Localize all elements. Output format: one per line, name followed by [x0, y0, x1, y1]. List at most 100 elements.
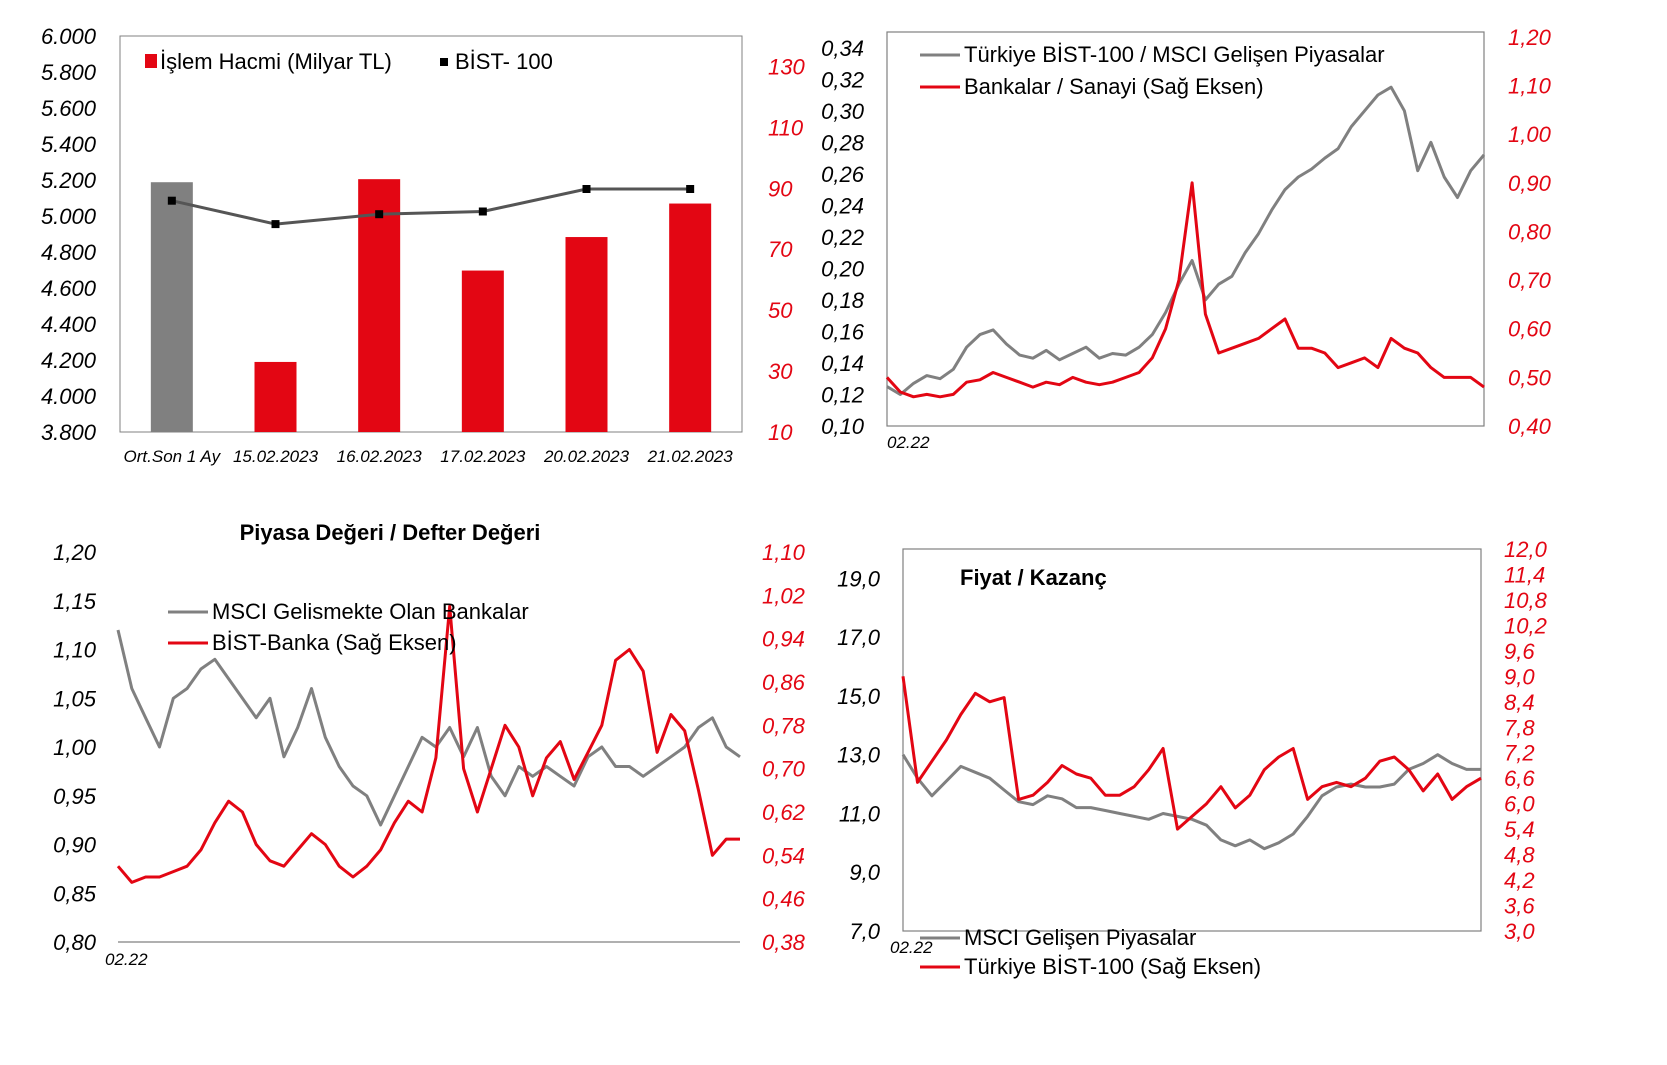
legend-label-0: MSCI Gelismekte Olan Bankalar — [212, 599, 529, 624]
legend-label-0: MSCI Gelişen Piyasalar — [964, 925, 1196, 950]
y-left-tick: 1,20 — [53, 540, 97, 565]
y-left-tick: 5.600 — [41, 96, 97, 121]
y-right-tick: 0,50 — [1508, 365, 1552, 390]
y-left-tick: 4.600 — [41, 276, 97, 301]
y-right-tick: 12,0 — [1504, 537, 1548, 562]
plot-frame — [886, 31, 1485, 427]
x-tick: 17.02.2023 — [440, 447, 526, 466]
y-right-tick: 0,54 — [762, 843, 805, 868]
x-tick: 16.02.2023 — [337, 447, 423, 466]
series-line-0 — [886, 85, 1486, 396]
y-right-tick: 110 — [768, 115, 804, 140]
y-right-tick: 0,70 — [762, 757, 806, 782]
y-right-tick: 70 — [768, 237, 793, 262]
y-right-tick: 9,0 — [1504, 664, 1535, 689]
y-right-tick: 11,4 — [1504, 562, 1545, 587]
y-right-tick: 10 — [768, 420, 793, 445]
legend-label-0: Türkiye BİST-100 / MSCI Gelişen Piyasala… — [964, 42, 1385, 67]
y-left-tick: 5.800 — [41, 60, 97, 85]
chart-title: Fiyat / Kazanç — [960, 565, 1107, 590]
y-left-tick: 13,0 — [837, 743, 881, 768]
y-right-tick: 1,10 — [1508, 74, 1552, 99]
bist-marker — [478, 207, 487, 216]
y-left-tick: 7,0 — [849, 919, 880, 944]
ratio-chart: 0,10 0,12 0,14 0,16 0,18 0,20 0,22 0,24 0,26 0,28… — [821, 25, 1551, 452]
y-left-tick: 3.800 — [41, 420, 97, 445]
y-right-tick: 3,6 — [1504, 894, 1535, 919]
y-right-tick: 0,90 — [1508, 171, 1552, 196]
y-right-tick: 0,78 — [762, 713, 806, 738]
volume-bar — [565, 237, 608, 432]
legend-label-volume: İşlem Hacmi (Milyar TL) — [160, 49, 392, 74]
x-tick-first: 02.22 — [887, 433, 930, 452]
x-tick-first: 02.22 — [105, 950, 148, 969]
y-left-tick: 1,00 — [53, 735, 97, 760]
y-right-tick: 0,60 — [1508, 317, 1552, 342]
y-right-tick: 0,86 — [762, 670, 806, 695]
x-tick-first: 02.22 — [890, 938, 933, 957]
y-right-tick: 8,4 — [1504, 690, 1535, 715]
y-left-tick: 0,10 — [821, 414, 865, 439]
bist-marker — [582, 185, 591, 193]
volume-bar — [461, 270, 504, 432]
y-left-tick: 0,90 — [53, 833, 97, 858]
y-left-tick: 0,12 — [821, 382, 864, 407]
series-line-1 — [885, 181, 1485, 399]
y-right-tick: 1,20 — [1508, 25, 1552, 50]
y-left-tick: 0,30 — [821, 99, 865, 124]
legend-label-1: BİST-Banka (Sağ Eksen) — [212, 630, 457, 655]
plot-frame — [119, 35, 743, 433]
y-left-tick: 6.000 — [41, 24, 97, 49]
y-right-tick: 4,8 — [1504, 843, 1535, 868]
y-left-tick: 1,05 — [53, 686, 97, 711]
volume-chart: 3.800 4.000 4.200 4.400 4.600 4.800 5.000 5.200… — [41, 24, 806, 466]
y-right-tick: 0,62 — [762, 800, 805, 825]
bist-line — [171, 187, 691, 226]
y-left-tick: 0,14 — [821, 351, 864, 376]
y-right-tick: 4,2 — [1504, 868, 1535, 893]
legend-label-1: Türkiye BİST-100 (Sağ Eksen) — [964, 954, 1261, 979]
volume-bar — [150, 182, 193, 432]
x-tick: 20.02.2023 — [543, 447, 630, 466]
pe-chart: 7,0 9,0 11,0 13,0 15,0 17,0 19,0 3,03,64,24,85,… — [837, 537, 1547, 979]
legend-swatch-bist — [440, 58, 448, 66]
y-left-tick: 0,80 — [53, 930, 97, 955]
plot-frame — [902, 548, 1482, 932]
y-left-tick: 5.400 — [41, 132, 97, 157]
series-line-0 — [116, 629, 741, 827]
y-right-tick: 0,70 — [1508, 268, 1552, 293]
y-right-tick: 1,02 — [762, 583, 805, 608]
y-left-tick: 0,28 — [821, 130, 865, 155]
legend-label-1: Bankalar / Sanayi (Sağ Eksen) — [964, 74, 1264, 99]
y-right-tick: 9,6 — [1504, 639, 1535, 664]
y-left-tick: 19,0 — [837, 566, 881, 591]
y-right-tick: 0,94 — [762, 627, 805, 652]
x-tick: 21.02.2023 — [647, 447, 734, 466]
y-right-tick: 130 — [768, 54, 805, 79]
y-right-tick: 1,10 — [762, 540, 806, 565]
y-left-tick: 4.000 — [41, 384, 97, 409]
volume-bar — [669, 203, 712, 432]
y-left-tick: 5.200 — [41, 168, 97, 193]
series-line-1 — [116, 604, 740, 884]
y-right-tick: 1,00 — [1508, 122, 1552, 147]
series-line-1 — [901, 676, 1482, 831]
y-left-tick: 0,26 — [821, 162, 865, 187]
bist-marker — [167, 196, 176, 205]
y-right-tick: 10,2 — [1504, 613, 1547, 638]
y-left-tick: 0,24 — [821, 193, 864, 218]
y-left-tick: 17,0 — [837, 625, 881, 650]
y-left-tick: 11,0 — [839, 801, 881, 826]
chart-title: Piyasa Değeri / Defter Değeri — [240, 520, 541, 545]
y-left-tick: 4.200 — [41, 348, 97, 373]
pbv-chart: 0,80 0,85 0,90 0,95 1,00 1,05 1,10 1,15 1,20 0,38… — [53, 520, 805, 969]
y-left-tick: 0,32 — [821, 67, 864, 92]
y-left-tick: 0,85 — [53, 881, 97, 906]
x-tick: Ort.Son 1 Ay — [124, 447, 222, 466]
bist-marker — [375, 210, 384, 219]
x-tick: 15.02.2023 — [233, 447, 319, 466]
y-right-tick: 0,40 — [1508, 414, 1552, 439]
y-right-tick: 6,6 — [1504, 766, 1535, 791]
y-right-tick: 0,38 — [762, 930, 806, 955]
